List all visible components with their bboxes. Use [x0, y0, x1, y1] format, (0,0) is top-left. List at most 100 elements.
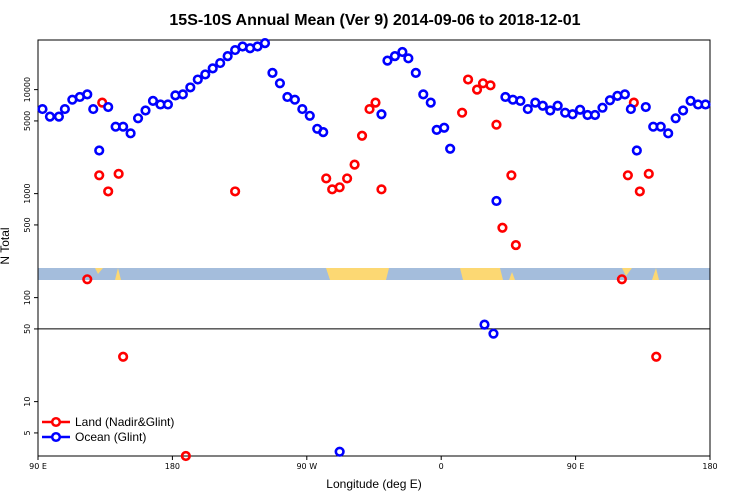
- land-shape: [622, 268, 632, 276]
- ocean-point: [59, 103, 70, 115]
- ocean-point: [439, 122, 450, 133]
- y-tick-label: 10000: [23, 77, 32, 102]
- x-tick-label: 90 E: [567, 462, 585, 471]
- ocean-point: [589, 109, 601, 121]
- y-tick-label: 100: [23, 290, 32, 305]
- land-point: [180, 450, 191, 462]
- land-shape: [652, 268, 659, 280]
- ocean-point: [289, 94, 300, 105]
- x-axis-label: Longitude (deg E): [326, 477, 421, 491]
- plot-frame: [37, 39, 711, 457]
- y-tick-label: 50: [23, 324, 32, 334]
- land-point: [485, 80, 496, 91]
- ocean-point: [445, 143, 456, 154]
- land-point: [118, 351, 129, 362]
- ocean-point: [304, 110, 315, 121]
- ocean-point: [215, 57, 226, 69]
- ocean-point: [567, 109, 578, 120]
- ocean-point: [479, 319, 490, 330]
- ocean-point: [410, 67, 421, 78]
- ocean-point: [125, 128, 136, 139]
- ocean-point: [425, 97, 436, 108]
- ocean-point: [678, 105, 689, 116]
- y-tick-label: 500: [23, 217, 32, 232]
- land-point: [651, 351, 662, 362]
- ocean-point: [376, 109, 387, 120]
- ocean-point: [82, 89, 93, 100]
- x-tick-label: 90 W: [296, 462, 317, 471]
- land-point: [364, 103, 375, 115]
- ocean-point: [259, 38, 271, 49]
- y-axis-label: N Total: [0, 227, 12, 264]
- land-point: [94, 170, 105, 181]
- land-point: [471, 84, 483, 95]
- ocean-point: [625, 103, 636, 115]
- ocean-point: [700, 99, 711, 110]
- ocean-point: [162, 99, 174, 110]
- ocean-point: [140, 105, 151, 116]
- land-shape: [509, 272, 515, 280]
- ocean-point: [418, 89, 429, 100]
- ocean-point: [207, 63, 218, 74]
- legend: Land (Nadir&Glint) Ocean (Glint): [42, 415, 174, 444]
- land-point: [506, 170, 517, 181]
- ocean-point: [118, 121, 129, 132]
- ocean-point: [37, 103, 48, 115]
- ocean-point: [318, 127, 329, 138]
- legend-land-marker: [50, 416, 62, 428]
- land-point: [491, 119, 502, 130]
- x-tick-label: 180: [702, 462, 717, 471]
- ocean-point: [88, 103, 99, 115]
- legend-ocean-marker: [50, 431, 62, 443]
- ocean-point: [382, 55, 393, 66]
- land-point: [103, 186, 114, 197]
- ocean-point: [44, 111, 56, 122]
- ocean-point: [230, 44, 241, 56]
- ocean-point: [515, 95, 526, 106]
- ocean-point: [619, 89, 630, 100]
- land-point: [82, 274, 93, 285]
- ocean-point: [177, 89, 188, 100]
- ocean-point: [655, 121, 666, 132]
- land-point: [356, 130, 368, 141]
- land-point: [457, 107, 468, 118]
- land-shape: [460, 268, 503, 280]
- ocean-point: [297, 103, 308, 115]
- land-shape: [115, 268, 121, 280]
- ocean-point: [631, 145, 642, 156]
- land-mask-band: [38, 268, 710, 280]
- ocean-point: [545, 105, 556, 116]
- ocean-point: [103, 101, 114, 113]
- ocean-point: [491, 195, 502, 207]
- ocean-point: [132, 113, 144, 124]
- ocean-point: [640, 101, 651, 113]
- land-point: [349, 159, 360, 170]
- legend-ocean-label: Ocean (Glint): [75, 430, 146, 444]
- ocean-point: [274, 78, 286, 89]
- land-point: [376, 184, 387, 195]
- land-point: [643, 168, 654, 179]
- ocean-point: [200, 69, 211, 80]
- ocean-point: [185, 82, 196, 93]
- land-point: [462, 74, 474, 85]
- ocean-point: [604, 95, 616, 106]
- x-tick-label: 180: [165, 462, 180, 471]
- y-tick-label: 1000: [23, 183, 32, 203]
- data-points: [37, 38, 711, 462]
- land-point: [113, 168, 124, 179]
- y-tick-label: 5000: [23, 111, 32, 131]
- ocean-point: [222, 51, 233, 62]
- land-point: [622, 170, 633, 181]
- ocean-point: [147, 95, 159, 106]
- ocean-point: [663, 128, 674, 139]
- x-tick-label: 0: [439, 462, 444, 471]
- ocean-point: [537, 100, 548, 111]
- ocean-point: [267, 67, 278, 78]
- x-tick-label: 90 E: [29, 462, 47, 471]
- land-point: [321, 173, 332, 184]
- ocean-point: [389, 51, 401, 62]
- chart-title: 15S-10S Annual Mean (Ver 9) 2014-09-06 t…: [169, 12, 580, 29]
- land-point: [370, 97, 381, 108]
- ocean-point: [670, 113, 681, 124]
- ocean-point: [552, 100, 563, 111]
